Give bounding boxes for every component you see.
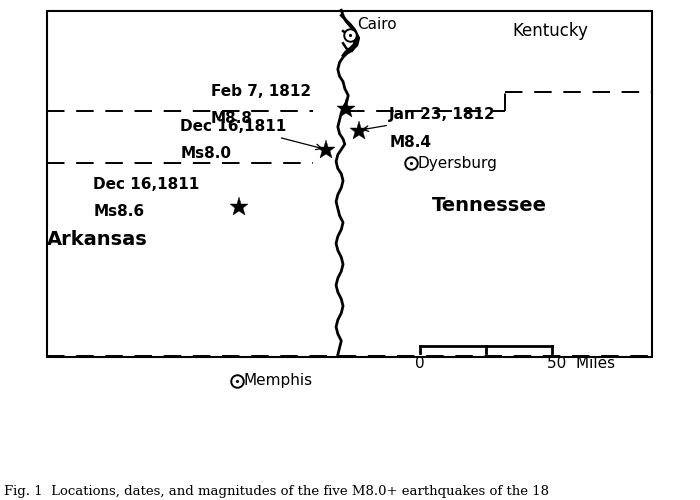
Text: M8.8: M8.8 [211, 111, 253, 126]
Text: Arkansas: Arkansas [48, 230, 148, 250]
Text: 0: 0 [415, 356, 424, 370]
Text: Dec 16,1811: Dec 16,1811 [181, 119, 286, 134]
Text: Dec 16,1811: Dec 16,1811 [93, 177, 200, 192]
Text: Feb 7, 1812: Feb 7, 1812 [211, 84, 311, 99]
Text: Ms8.6: Ms8.6 [93, 204, 144, 219]
Text: M8.4: M8.4 [389, 134, 431, 150]
Text: Cairo: Cairo [357, 16, 397, 32]
Text: Jan 23, 1812: Jan 23, 1812 [389, 108, 496, 122]
Text: Dyersburg: Dyersburg [418, 156, 498, 171]
Text: 50  Miles: 50 Miles [547, 356, 615, 370]
Text: Memphis: Memphis [244, 374, 313, 388]
Text: Fig. 1  Locations, dates, and magnitudes of the five M8.0+ earthquakes of the 18: Fig. 1 Locations, dates, and magnitudes … [4, 485, 549, 500]
Bar [47, 11, 652, 358]
Text: Tennessee: Tennessee [432, 196, 547, 214]
Text: Ms8.0: Ms8.0 [181, 146, 231, 161]
Text: Kentucky: Kentucky [512, 22, 588, 40]
